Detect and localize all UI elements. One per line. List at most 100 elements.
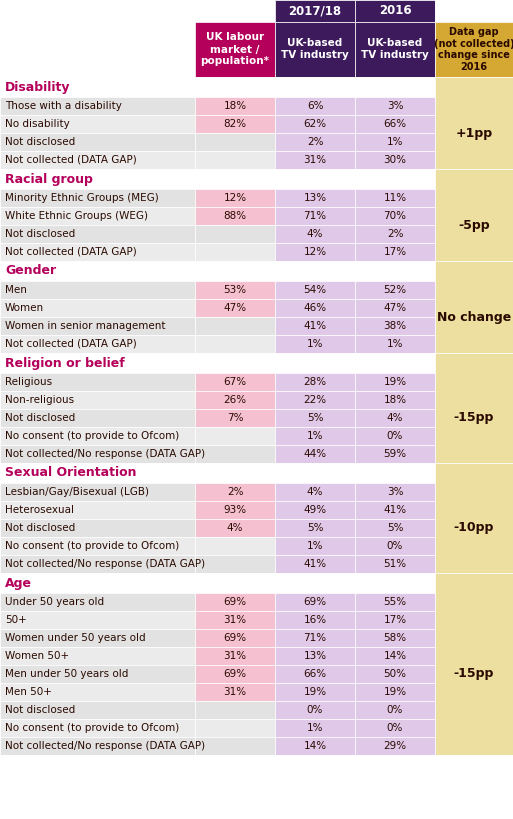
Bar xyxy=(195,611,275,629)
Bar xyxy=(435,261,513,353)
Text: 71%: 71% xyxy=(303,211,327,221)
Bar xyxy=(355,555,435,573)
Bar xyxy=(275,445,355,463)
Text: 62%: 62% xyxy=(303,119,327,129)
Bar xyxy=(195,519,275,537)
Text: 4%: 4% xyxy=(307,229,323,239)
Bar xyxy=(195,97,275,115)
Text: 17%: 17% xyxy=(383,615,407,625)
Text: 13%: 13% xyxy=(303,651,327,661)
Bar xyxy=(0,519,195,537)
Text: 69%: 69% xyxy=(224,633,247,643)
Text: 0%: 0% xyxy=(307,705,323,715)
Bar xyxy=(355,115,435,133)
Text: Heterosexual: Heterosexual xyxy=(5,505,74,515)
Text: Women 50+: Women 50+ xyxy=(5,651,69,661)
Bar xyxy=(195,665,275,683)
Text: 82%: 82% xyxy=(224,119,247,129)
Bar xyxy=(275,317,355,335)
Text: 2%: 2% xyxy=(307,137,323,147)
Bar xyxy=(435,573,513,755)
Bar xyxy=(355,665,435,683)
Text: 1%: 1% xyxy=(307,431,323,441)
Bar xyxy=(275,391,355,409)
Text: 66%: 66% xyxy=(383,119,407,129)
Bar xyxy=(0,115,195,133)
Text: 54%: 54% xyxy=(303,285,327,295)
Bar xyxy=(0,537,195,555)
Bar xyxy=(195,299,275,317)
Text: Disability: Disability xyxy=(5,80,70,93)
Text: Sexual Orientation: Sexual Orientation xyxy=(5,467,136,479)
Bar xyxy=(355,373,435,391)
Text: Women under 50 years old: Women under 50 years old xyxy=(5,633,146,643)
Text: 41%: 41% xyxy=(303,321,327,331)
Text: +1pp: +1pp xyxy=(456,126,492,139)
Bar xyxy=(275,737,355,755)
Text: -10pp: -10pp xyxy=(454,522,494,535)
Bar xyxy=(355,611,435,629)
Bar xyxy=(195,0,275,22)
Text: 12%: 12% xyxy=(224,193,247,203)
Text: 1%: 1% xyxy=(387,339,403,349)
Bar xyxy=(0,207,195,225)
Text: 69%: 69% xyxy=(303,597,327,607)
Text: 19%: 19% xyxy=(383,377,407,387)
Text: -15pp: -15pp xyxy=(454,667,494,681)
Text: No consent (to provide to Ofcom): No consent (to provide to Ofcom) xyxy=(5,541,179,551)
Text: Lesbian/Gay/Bisexual (LGB): Lesbian/Gay/Bisexual (LGB) xyxy=(5,487,149,497)
Bar xyxy=(355,445,435,463)
Bar xyxy=(435,463,513,573)
Text: 88%: 88% xyxy=(224,211,247,221)
Text: 70%: 70% xyxy=(384,211,406,221)
Bar xyxy=(0,701,195,719)
Bar xyxy=(0,555,195,573)
Bar xyxy=(355,207,435,225)
Text: Gender: Gender xyxy=(5,265,56,278)
Bar xyxy=(355,409,435,427)
Text: 14%: 14% xyxy=(383,651,407,661)
Bar xyxy=(275,555,355,573)
Text: 31%: 31% xyxy=(224,615,247,625)
Bar xyxy=(275,207,355,225)
Text: 0%: 0% xyxy=(387,705,403,715)
Bar xyxy=(355,133,435,151)
Text: 2%: 2% xyxy=(227,487,243,497)
Text: 13%: 13% xyxy=(303,193,327,203)
Bar xyxy=(275,151,355,169)
Text: 4%: 4% xyxy=(387,413,403,423)
Bar xyxy=(355,299,435,317)
Bar xyxy=(0,593,195,611)
Text: 22%: 22% xyxy=(303,395,327,405)
Bar xyxy=(275,665,355,683)
Text: 51%: 51% xyxy=(383,559,407,569)
Bar xyxy=(275,593,355,611)
Bar xyxy=(0,573,513,593)
Text: 47%: 47% xyxy=(224,303,247,313)
Bar xyxy=(195,427,275,445)
Bar xyxy=(275,683,355,701)
Bar xyxy=(275,483,355,501)
Bar xyxy=(0,22,195,77)
Bar xyxy=(435,77,513,169)
Text: 1%: 1% xyxy=(307,541,323,551)
Text: Not collected (DATA GAP): Not collected (DATA GAP) xyxy=(5,155,137,165)
Text: 28%: 28% xyxy=(303,377,327,387)
Bar xyxy=(355,719,435,737)
Bar xyxy=(275,335,355,353)
Bar xyxy=(0,391,195,409)
Text: Not collected (DATA GAP): Not collected (DATA GAP) xyxy=(5,247,137,257)
Text: 31%: 31% xyxy=(224,651,247,661)
Text: 16%: 16% xyxy=(303,615,327,625)
Text: Under 50 years old: Under 50 years old xyxy=(5,597,104,607)
Text: Not disclosed: Not disclosed xyxy=(5,137,75,147)
Bar xyxy=(195,317,275,335)
Bar xyxy=(355,737,435,755)
Text: 49%: 49% xyxy=(303,505,327,515)
Bar xyxy=(355,189,435,207)
Bar xyxy=(0,97,195,115)
Bar xyxy=(355,427,435,445)
Bar xyxy=(355,701,435,719)
Text: 18%: 18% xyxy=(224,101,247,111)
Bar xyxy=(275,629,355,647)
